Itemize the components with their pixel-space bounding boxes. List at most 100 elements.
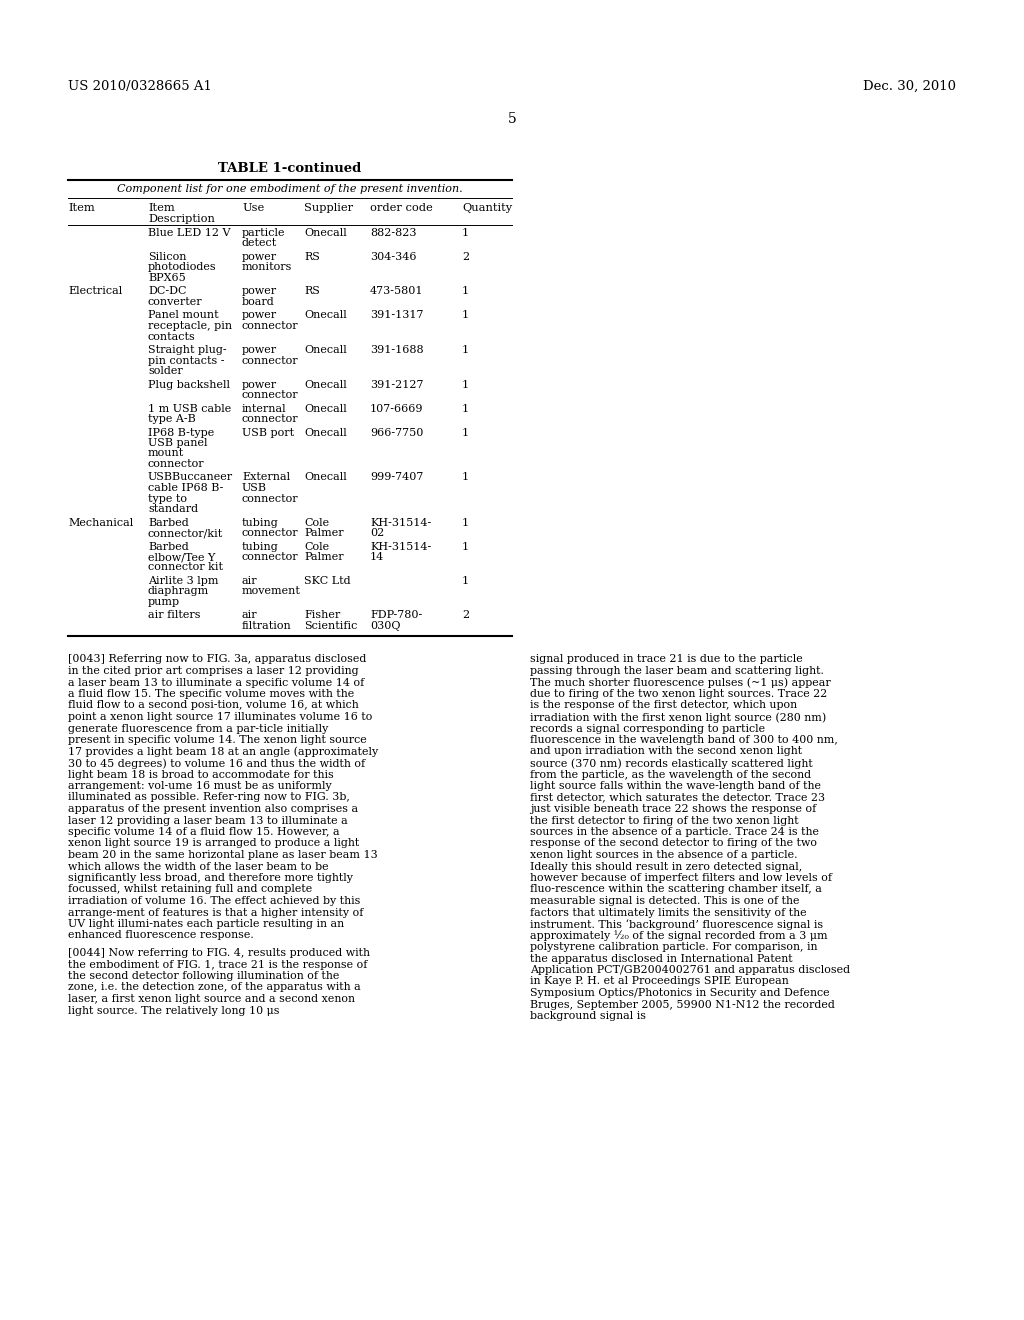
- Text: 1: 1: [462, 428, 469, 437]
- Text: light source falls within the wave-length band of the: light source falls within the wave-lengt…: [530, 781, 821, 791]
- Text: 17 provides a light beam 18 at an angle (approximately: 17 provides a light beam 18 at an angle …: [68, 747, 378, 758]
- Text: Application PCT/GB2004002761 and apparatus disclosed: Application PCT/GB2004002761 and apparat…: [530, 965, 850, 975]
- Text: air: air: [242, 610, 258, 620]
- Text: photodiodes: photodiodes: [148, 263, 217, 272]
- Text: background signal is: background signal is: [530, 1011, 646, 1020]
- Text: RS: RS: [304, 252, 319, 261]
- Text: cable IP68 B-: cable IP68 B-: [148, 483, 223, 492]
- Text: focussed, whilst retaining full and complete: focussed, whilst retaining full and comp…: [68, 884, 312, 895]
- Text: connector: connector: [242, 414, 299, 424]
- Text: enhanced fluorescence response.: enhanced fluorescence response.: [68, 931, 254, 940]
- Text: beam 20 in the same horizontal plane as laser beam 13: beam 20 in the same horizontal plane as …: [68, 850, 378, 861]
- Text: 2: 2: [462, 252, 469, 261]
- Text: Barbed: Barbed: [148, 541, 188, 552]
- Text: from the particle, as the wavelength of the second: from the particle, as the wavelength of …: [530, 770, 811, 780]
- Text: UV light illumi-nates each particle resulting in an: UV light illumi-nates each particle resu…: [68, 919, 344, 929]
- Text: Barbed: Barbed: [148, 517, 188, 528]
- Text: arrangement: vol-ume 16 must be as uniformly: arrangement: vol-ume 16 must be as unifo…: [68, 781, 332, 791]
- Text: power: power: [242, 252, 278, 261]
- Text: generate fluorescence from a par-ticle initially: generate fluorescence from a par-ticle i…: [68, 723, 329, 734]
- Text: 030Q: 030Q: [370, 620, 400, 631]
- Text: External: External: [242, 473, 290, 483]
- Text: Item: Item: [68, 203, 95, 213]
- Text: which allows the width of the laser beam to be: which allows the width of the laser beam…: [68, 862, 329, 871]
- Text: 1: 1: [462, 473, 469, 483]
- Text: USB: USB: [242, 483, 267, 492]
- Text: Plug backshell: Plug backshell: [148, 380, 230, 389]
- Text: connector: connector: [242, 389, 299, 400]
- Text: in the cited prior art comprises a laser 12 providing: in the cited prior art comprises a laser…: [68, 667, 358, 676]
- Text: converter: converter: [148, 297, 203, 308]
- Text: power: power: [242, 286, 278, 297]
- Text: response of the second detector to firing of the two: response of the second detector to firin…: [530, 838, 817, 849]
- Text: power: power: [242, 345, 278, 355]
- Text: Palmer: Palmer: [304, 528, 344, 539]
- Text: internal: internal: [242, 404, 287, 413]
- Text: Palmer: Palmer: [304, 552, 344, 562]
- Text: significantly less broad, and therefore more tightly: significantly less broad, and therefore …: [68, 873, 353, 883]
- Text: KH-31514-: KH-31514-: [370, 517, 431, 528]
- Text: 966-7750: 966-7750: [370, 428, 423, 437]
- Text: monitors: monitors: [242, 263, 293, 272]
- Text: Blue LED 12 V: Blue LED 12 V: [148, 228, 230, 238]
- Text: 473-5801: 473-5801: [370, 286, 424, 297]
- Text: 1: 1: [462, 541, 469, 552]
- Text: first detector, which saturates the detector. Trace 23: first detector, which saturates the dete…: [530, 792, 825, 803]
- Text: [0043] Referring now to FIG. 3a, apparatus disclosed: [0043] Referring now to FIG. 3a, apparat…: [68, 655, 367, 664]
- Text: specific volume 14 of a fluid flow 15. However, a: specific volume 14 of a fluid flow 15. H…: [68, 828, 340, 837]
- Text: instrument. This ‘background’ fluorescence signal is: instrument. This ‘background’ fluorescen…: [530, 919, 823, 929]
- Text: Electrical: Electrical: [68, 286, 122, 297]
- Text: a fluid flow 15. The specific volume moves with the: a fluid flow 15. The specific volume mov…: [68, 689, 354, 700]
- Text: DC-DC: DC-DC: [148, 286, 186, 297]
- Text: power: power: [242, 380, 278, 389]
- Text: Fisher: Fisher: [304, 610, 340, 620]
- Text: a laser beam 13 to illuminate a specific volume 14 of: a laser beam 13 to illuminate a specific…: [68, 677, 365, 688]
- Text: approximately ½₀ of the signal recorded from a 3 μm: approximately ½₀ of the signal recorded …: [530, 931, 827, 941]
- Text: 391-2127: 391-2127: [370, 380, 424, 389]
- Text: 391-1688: 391-1688: [370, 345, 424, 355]
- Text: point a xenon light source 17 illuminates volume 16 to: point a xenon light source 17 illuminate…: [68, 711, 373, 722]
- Text: FDP-780-: FDP-780-: [370, 610, 422, 620]
- Text: laser 12 providing a laser beam 13 to illuminate a: laser 12 providing a laser beam 13 to il…: [68, 816, 348, 825]
- Text: connector: connector: [242, 355, 299, 366]
- Text: Airlite 3 lpm: Airlite 3 lpm: [148, 576, 218, 586]
- Text: xenon light sources in the absence of a particle.: xenon light sources in the absence of a …: [530, 850, 798, 861]
- Text: factors that ultimately limits the sensitivity of the: factors that ultimately limits the sensi…: [530, 908, 807, 917]
- Text: tubing: tubing: [242, 517, 279, 528]
- Text: 882-823: 882-823: [370, 228, 417, 238]
- Text: however because of imperfect filters and low levels of: however because of imperfect filters and…: [530, 873, 831, 883]
- Text: Item: Item: [148, 203, 175, 213]
- Text: connector: connector: [242, 321, 299, 331]
- Text: KH-31514-: KH-31514-: [370, 541, 431, 552]
- Text: particle: particle: [242, 228, 286, 238]
- Text: 1: 1: [462, 517, 469, 528]
- Text: present in specific volume 14. The xenon light source: present in specific volume 14. The xenon…: [68, 735, 367, 744]
- Text: the second detector following illumination of the: the second detector following illuminati…: [68, 972, 339, 981]
- Text: fluo-rescence within the scattering chamber itself, a: fluo-rescence within the scattering cham…: [530, 884, 822, 895]
- Text: in Kaye P. H. et al Proceedings SPIE European: in Kaye P. H. et al Proceedings SPIE Eur…: [530, 977, 788, 986]
- Text: 304-346: 304-346: [370, 252, 417, 261]
- Text: receptacle, pin: receptacle, pin: [148, 321, 232, 331]
- Text: measurable signal is detected. This is one of the: measurable signal is detected. This is o…: [530, 896, 800, 906]
- Text: connector kit: connector kit: [148, 562, 223, 573]
- Text: light beam 18 is broad to accommodate for this: light beam 18 is broad to accommodate fo…: [68, 770, 334, 780]
- Text: pump: pump: [148, 597, 180, 607]
- Text: Quantity: Quantity: [462, 203, 512, 213]
- Text: tubing: tubing: [242, 541, 279, 552]
- Text: filtration: filtration: [242, 620, 292, 631]
- Text: Cole: Cole: [304, 541, 329, 552]
- Text: irradiation of volume 16. The effect achieved by this: irradiation of volume 16. The effect ach…: [68, 896, 360, 906]
- Text: order code: order code: [370, 203, 433, 213]
- Text: [0044] Now referring to FIG. 4, results produced with: [0044] Now referring to FIG. 4, results …: [68, 948, 370, 958]
- Text: Component list for one embodiment of the present invention.: Component list for one embodiment of the…: [117, 183, 463, 194]
- Text: 107-6669: 107-6669: [370, 404, 424, 413]
- Text: TABLE 1-continued: TABLE 1-continued: [218, 162, 361, 176]
- Text: light source. The relatively long 10 μs: light source. The relatively long 10 μs: [68, 1006, 280, 1015]
- Text: connector: connector: [242, 494, 299, 503]
- Text: detect: detect: [242, 239, 278, 248]
- Text: the first detector to firing of the two xenon light: the first detector to firing of the two …: [530, 816, 799, 825]
- Text: 1: 1: [462, 286, 469, 297]
- Text: movement: movement: [242, 586, 301, 597]
- Text: 02: 02: [370, 528, 384, 539]
- Text: Onecall: Onecall: [304, 473, 347, 483]
